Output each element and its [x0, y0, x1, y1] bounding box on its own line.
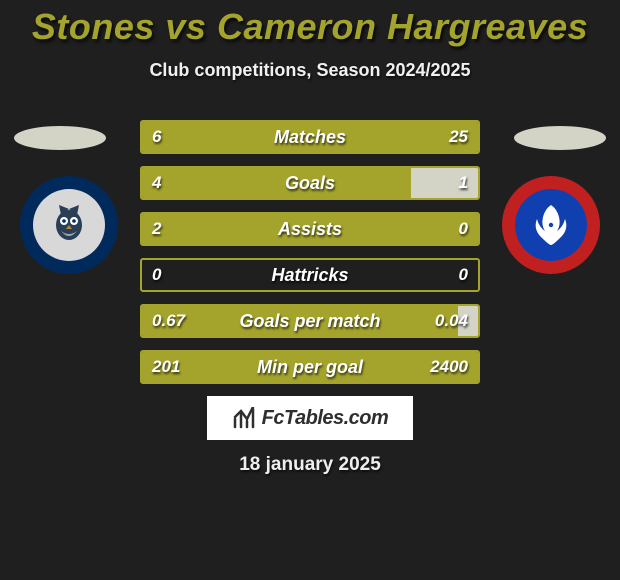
comparison-bars: 625Matches 41Goals 20Assists 0 0Hattricks 0.6… — [140, 120, 480, 396]
comparison-stage: 625Matches 41Goals 20Assists 0 0Hattricks 0.6… — [0, 120, 620, 386]
player-marker-right — [514, 126, 606, 150]
stat-fill-left — [142, 168, 411, 198]
stat-fill-right — [411, 168, 478, 198]
fctables-logo-icon — [232, 407, 258, 429]
snapshot-date: 18 january 2025 — [0, 454, 620, 476]
phoenix-icon — [525, 199, 577, 251]
page-title: Stones vs Cameron Hargreaves — [0, 0, 620, 48]
club-badge-right — [502, 176, 600, 274]
stat-row-assists: 20Assists — [140, 212, 480, 246]
stat-fill-left — [142, 122, 478, 152]
club-badge-right-inner — [515, 189, 587, 261]
owl-icon — [45, 201, 93, 249]
stat-value-right: 0 — [449, 260, 478, 290]
stat-row-goals-per-match: 0.670.04Goals per match — [140, 304, 480, 338]
stat-row-min-per-goal: 2012400Min per goal — [140, 350, 480, 384]
player-marker-left — [14, 126, 106, 150]
stat-value-left: 0 — [142, 260, 171, 290]
stat-fill-left — [142, 214, 478, 244]
stat-fill-left — [142, 306, 458, 336]
stat-fill-right — [458, 306, 478, 336]
page-subtitle: Club competitions, Season 2024/2025 — [0, 60, 620, 81]
stat-label: Hattricks — [142, 260, 478, 290]
branding-panel: FcTables.com — [207, 396, 413, 440]
stat-row-hattricks: 0 0Hattricks — [140, 258, 480, 292]
stat-row-goals: 41Goals — [140, 166, 480, 200]
club-badge-left-inner — [33, 189, 105, 261]
stat-row-matches: 625Matches — [140, 120, 480, 154]
stat-fill-left — [142, 352, 478, 382]
branding-text: FcTables.com — [262, 407, 389, 430]
club-badge-left — [20, 176, 118, 274]
